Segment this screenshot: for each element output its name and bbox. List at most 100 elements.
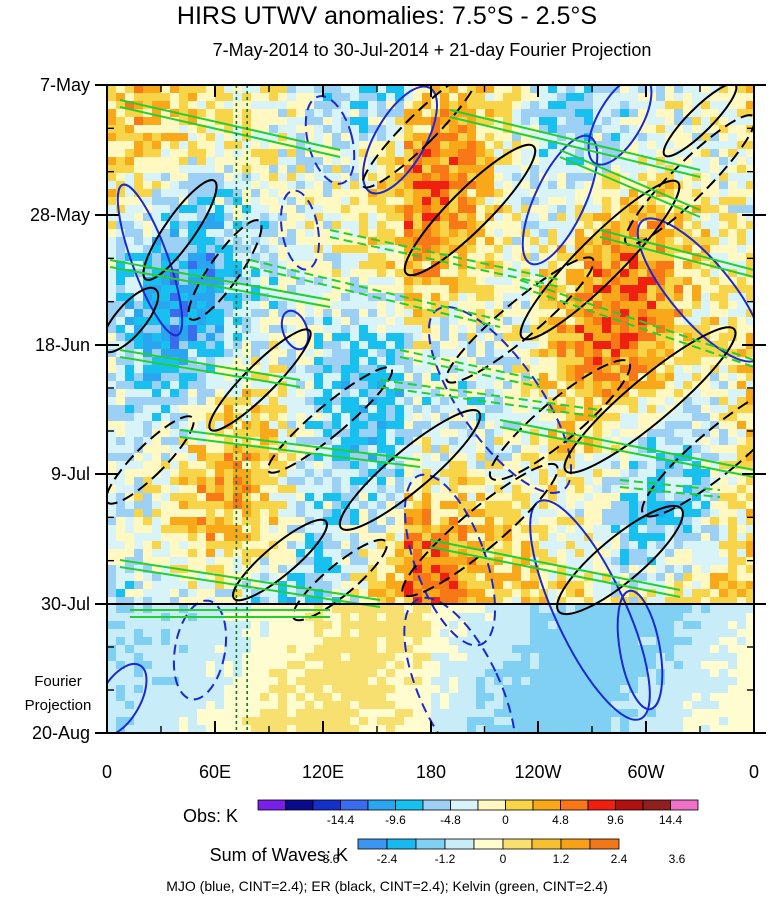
obs-field-cell — [656, 501, 666, 510]
obs-field-cell — [179, 533, 189, 542]
obs-field-cell — [476, 301, 486, 310]
obs-field-cell — [710, 365, 720, 374]
obs-field-cell — [548, 381, 558, 390]
projection-field-cell — [269, 621, 279, 630]
obs-field-cell — [629, 389, 639, 398]
obs-field-cell — [305, 445, 315, 454]
obs-field-cell — [296, 357, 306, 366]
obs-field-cell — [224, 181, 234, 190]
obs-field-cell — [674, 469, 684, 478]
obs-field-cell — [377, 237, 387, 246]
obs-field-cell — [710, 445, 720, 454]
obs-field-cell — [260, 541, 270, 550]
obs-field-cell — [512, 285, 522, 294]
obs-field-cell — [539, 373, 549, 382]
obs-field-cell — [665, 565, 675, 574]
obs-field-cell — [431, 493, 441, 502]
obs-field-cell — [440, 157, 450, 166]
obs-field-cell — [404, 189, 414, 198]
obs-field-cell — [269, 533, 279, 542]
obs-field-cell — [575, 501, 585, 510]
obs-field-cell — [557, 205, 567, 214]
projection-field-cell — [188, 621, 198, 630]
obs-field-cell — [647, 477, 657, 486]
obs-field-cell — [440, 173, 450, 182]
obs-field-cell — [728, 597, 738, 606]
projection-field-cell — [413, 613, 423, 622]
obs-field-cell — [422, 109, 432, 118]
obs-field-cell — [125, 317, 135, 326]
obs-field-cell — [656, 301, 666, 310]
obs-field-cell — [737, 557, 747, 566]
obs-field-cell — [233, 141, 243, 150]
obs-field-cell — [611, 453, 621, 462]
obs-field-cell — [242, 469, 252, 478]
obs-field-cell — [305, 165, 315, 174]
obs-field-cell — [575, 141, 585, 150]
obs-field-cell — [278, 405, 288, 414]
obs-field-cell — [575, 325, 585, 334]
obs-field-cell — [134, 125, 144, 134]
obs-field-cell — [476, 165, 486, 174]
obs-field-cell — [530, 245, 540, 254]
obs-field-cell — [395, 573, 405, 582]
obs-field-cell — [215, 597, 225, 606]
obs-field-cell — [611, 389, 621, 398]
obs-field-cell — [215, 413, 225, 422]
obs-field-cell — [404, 293, 414, 302]
obs-field-cell — [395, 477, 405, 486]
obs-field-cell — [323, 477, 333, 486]
obs-field-cell — [251, 253, 261, 262]
obs-field-cell — [530, 461, 540, 470]
obs-field-cell — [395, 469, 405, 478]
obs-field-cell — [422, 469, 432, 478]
obs-field-cell — [188, 317, 198, 326]
obs-field-cell — [503, 237, 513, 246]
obs-field-cell — [494, 461, 504, 470]
obs-field-cell — [566, 221, 576, 230]
obs-field-cell — [575, 477, 585, 486]
obs-field-cell — [521, 573, 531, 582]
obs-field-cell — [170, 557, 180, 566]
obs-field-cell — [296, 317, 306, 326]
obs-field-cell — [539, 277, 549, 286]
obs-field-cell — [134, 165, 144, 174]
obs-field-cell — [548, 181, 558, 190]
obs-field-cell — [737, 405, 747, 414]
obs-field-cell — [296, 437, 306, 446]
obs-field-cell — [215, 341, 225, 350]
obs-field-cell — [287, 93, 297, 102]
obs-field-cell — [737, 525, 747, 534]
obs-field-cell — [404, 477, 414, 486]
projection-field-cell — [359, 621, 369, 630]
obs-field-cell — [512, 581, 522, 590]
obs-field-cell — [404, 533, 414, 542]
obs-field-cell — [431, 389, 441, 398]
obs-field-cell — [170, 477, 180, 486]
obs-field-cell — [710, 285, 720, 294]
obs-field-cell — [539, 269, 549, 278]
obs-field-cell — [179, 589, 189, 598]
obs-field-cell — [278, 525, 288, 534]
obs-field-cell — [503, 517, 513, 526]
obs-field-cell — [746, 269, 754, 278]
obs-field-cell — [476, 93, 486, 102]
obs-field-cell — [647, 221, 657, 230]
obs-field-cell — [620, 149, 630, 158]
obs-field-cell — [269, 205, 279, 214]
obs-field-cell — [215, 549, 225, 558]
obs-field-cell — [503, 325, 513, 334]
obs-field-cell — [422, 405, 432, 414]
obs-field-cell — [629, 485, 639, 494]
obs-field-cell — [620, 269, 630, 278]
obs-field-cell — [287, 277, 297, 286]
obs-field-cell — [746, 261, 754, 270]
obs-field-cell — [215, 301, 225, 310]
obs-field-cell — [566, 477, 576, 486]
obs-field-cell — [530, 317, 540, 326]
obs-field-cell — [665, 405, 675, 414]
obs-field-cell — [179, 157, 189, 166]
obs-field-cell — [197, 157, 207, 166]
obs-field-cell — [161, 365, 171, 374]
obs-field-cell — [548, 341, 558, 350]
